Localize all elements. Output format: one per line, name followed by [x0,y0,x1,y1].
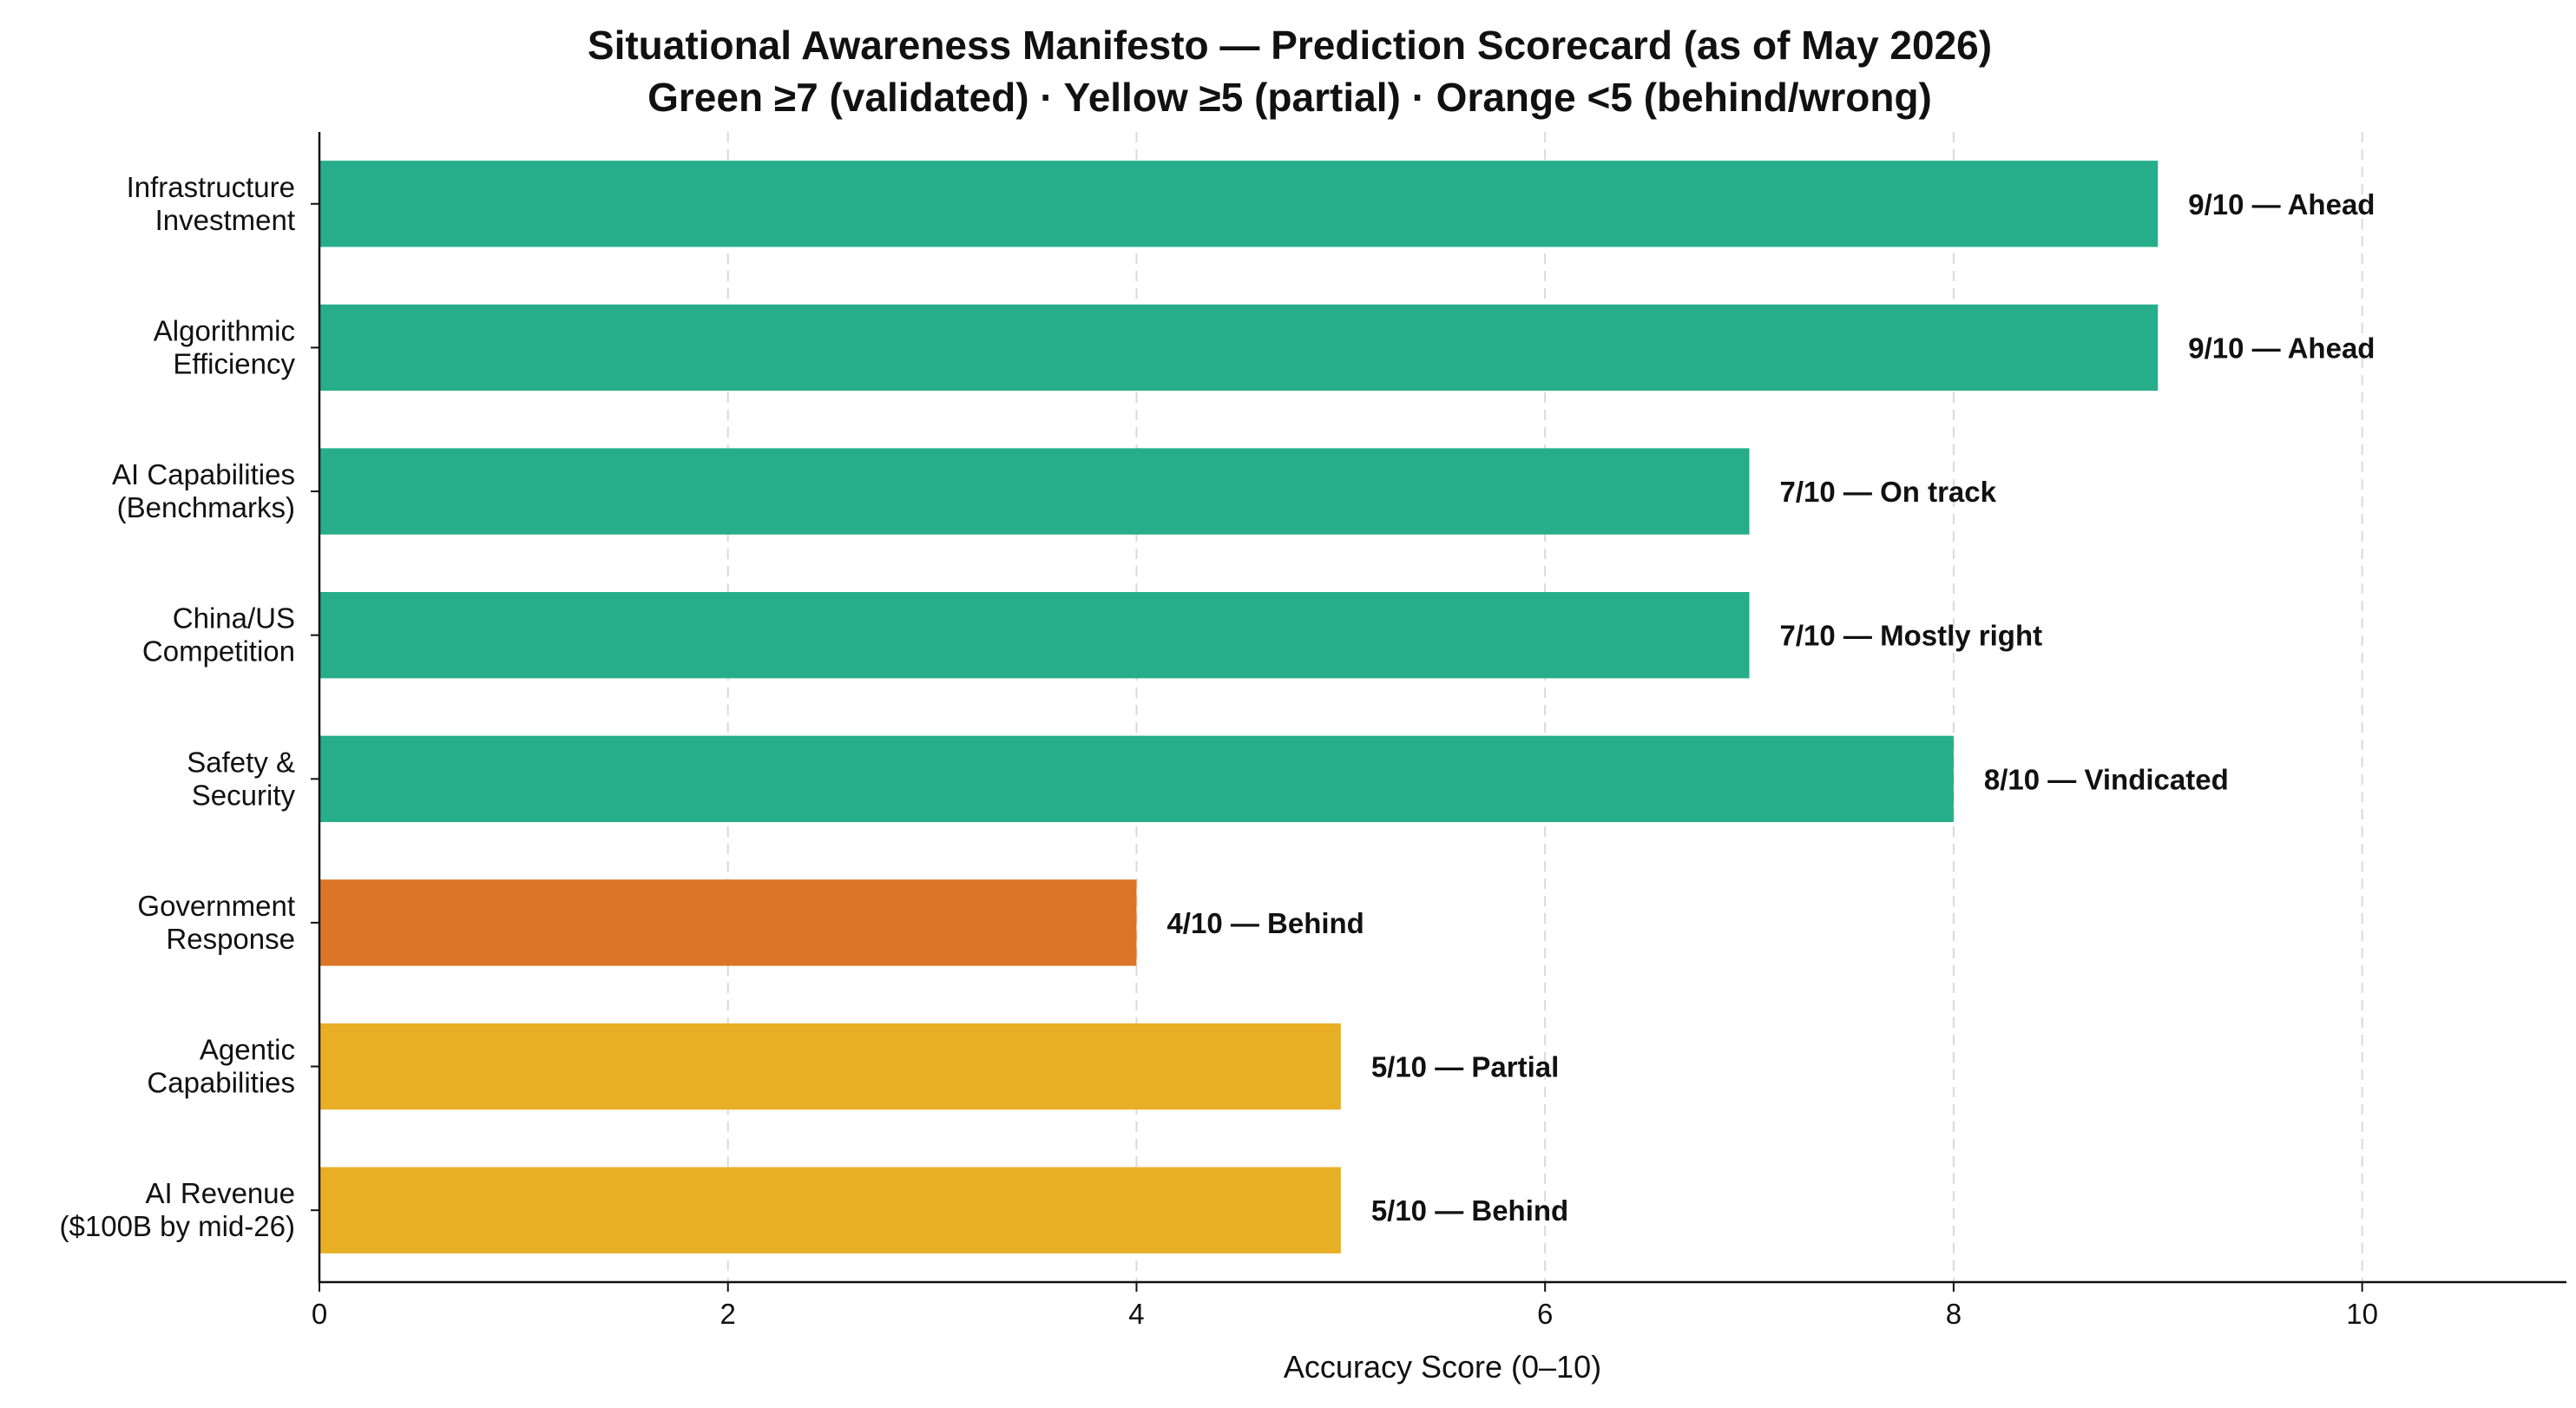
x-tick-label-3: 6 [1537,1298,1553,1330]
x-tick-label-5: 10 [2346,1298,2378,1330]
category-label-5-0: Government [137,890,295,922]
x-tick-label-1: 2 [720,1298,736,1330]
data-label-5: 4/10 — Behind [1166,907,1364,939]
category-label-4-0: Safety & [187,746,295,778]
data-label-0: 9/10 — Ahead [2188,188,2375,220]
bar-6 [319,1023,1341,1110]
category-label-0-1: Investment [155,204,295,236]
category-label-6-1: Capabilities [147,1067,295,1099]
data-label-6: 5/10 — Partial [1371,1051,1559,1083]
data-label-7: 5/10 — Behind [1371,1194,1568,1227]
x-axis-title: Accuracy Score (0–10) [1284,1349,1601,1385]
bar-0 [319,161,2159,247]
data-label-1: 9/10 — Ahead [2188,332,2375,364]
category-label-7-1: ($100B by mid-26) [60,1210,295,1242]
category-label-1-0: Algorithmic [154,314,295,346]
category-label-6-0: Agentic [200,1034,295,1066]
bars: 9/10 — Ahead 9/10 — Ahead 7/10 — On track 7… [319,161,2375,1253]
data-label-4: 8/10 — Vindicated [1984,763,2229,795]
category-label-4-1: Security [192,779,296,811]
category-label-7-0: AI Revenue [146,1177,295,1209]
category-label-3-0: China/US [173,602,295,635]
x-tick-label-2: 4 [1128,1298,1144,1330]
bar-7 [319,1167,1341,1253]
bar-4 [319,735,1954,822]
category-label-2-1: (Benchmarks) [117,491,295,523]
bar-2 [319,448,1750,535]
chart-title-line-2: Green ≥7 (validated) · Yellow ≥5 (partia… [647,75,1932,120]
category-label-3-1: Competition [142,635,295,668]
chart-title-line-1: Situational Awareness Manifesto — Predic… [588,23,1992,68]
category-label-0-0: Infrastructure [127,171,295,203]
bar-3 [319,592,1750,679]
x-tick-label-4: 8 [1946,1298,1962,1330]
category-label-2-0: AI Capabilities [112,458,295,490]
bar-5 [319,879,1137,966]
x-tick-label-0: 0 [312,1298,327,1330]
category-label-1-1: Efficiency [173,347,295,379]
category-label-5-1: Response [166,923,295,955]
data-label-3: 7/10 — Mostly right [1780,620,2043,652]
bar-1 [319,304,2159,391]
data-label-2: 7/10 — On track [1780,476,1997,508]
